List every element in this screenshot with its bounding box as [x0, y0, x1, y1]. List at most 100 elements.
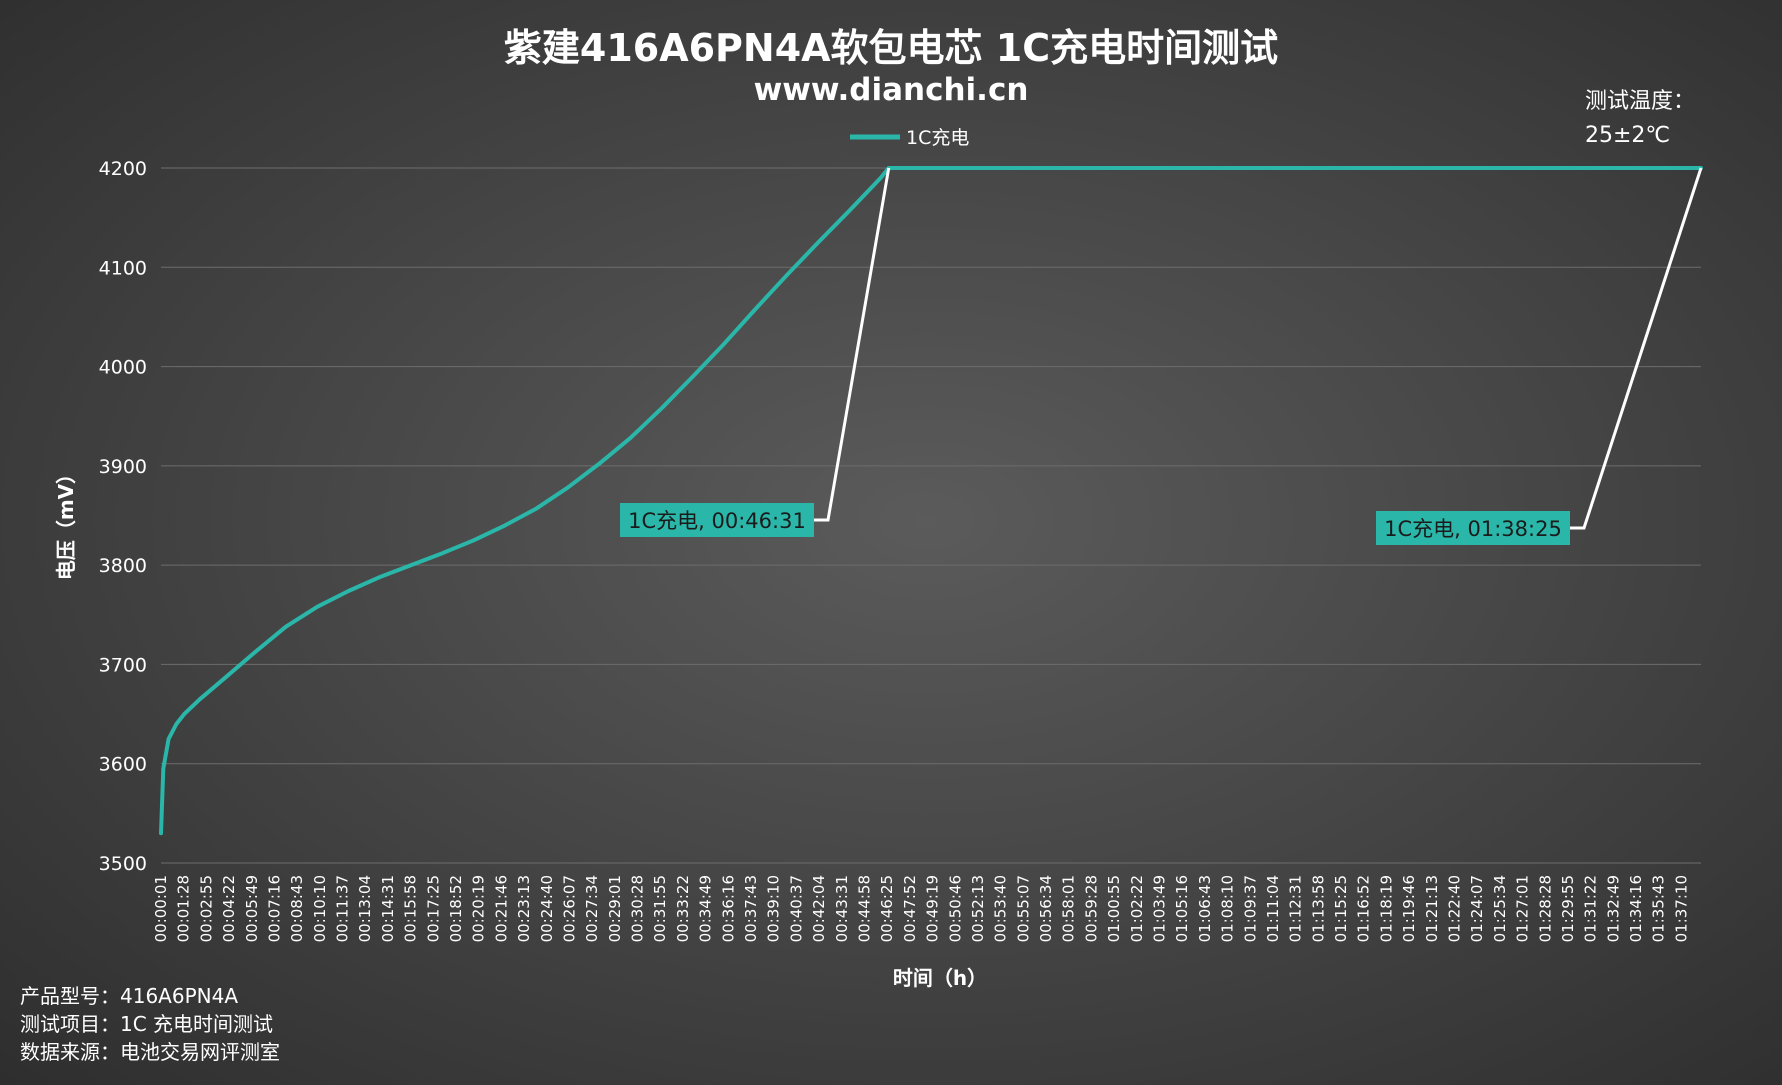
x-tick-label: 01:21:13 [1423, 875, 1441, 942]
callouts: 1C充电, 00:46:31 1C充电, 01:38:25 [620, 167, 1703, 545]
y-axis-title: 电压（mV） [54, 464, 78, 580]
x-tick-label: 01:24:07 [1468, 875, 1486, 942]
x-tick-label: 00:50:46 [946, 875, 964, 942]
x-tick-label: 00:17:25 [424, 875, 442, 942]
x-tick-label: 01:00:55 [1105, 875, 1123, 942]
x-tick-label: 00:21:46 [492, 875, 510, 942]
x-tick-label: 00:42:04 [810, 875, 828, 942]
callout-box [1376, 511, 1570, 545]
x-tick-label: 01:13:58 [1309, 875, 1327, 942]
x-tick-label: 01:16:52 [1355, 875, 1373, 942]
x-tick-label: 00:24:40 [538, 875, 556, 942]
x-tick-label: 00:43:31 [833, 875, 851, 942]
y-tick-label: 4100 [99, 257, 147, 279]
x-tick-label: 01:09:37 [1241, 875, 1259, 942]
product-model: 产品型号：416A6PN4A [20, 984, 239, 1008]
x-tick-label: 00:04:22 [220, 875, 238, 942]
x-tick-label: 00:13:04 [356, 875, 374, 942]
x-tick-label: 00:27:34 [583, 875, 601, 942]
y-axis-ticks: 3500 3600 3700 3800 3900 4000 4100 4200 [99, 158, 147, 875]
x-tick-label: 01:31:22 [1582, 875, 1600, 942]
x-tick-label: 00:31:55 [651, 875, 669, 942]
callout-leader [1570, 167, 1703, 530]
x-axis-ticks: 00:00:01 00:01:28 00:02:55 00:04:22 00:05:49… [152, 875, 1690, 942]
x-axis-title: 时间（h） [893, 966, 987, 990]
x-tick-label: 01:19:46 [1400, 875, 1418, 942]
x-tick-label: 00:23:13 [515, 875, 533, 942]
y-tick-label: 3900 [99, 456, 147, 478]
x-tick-label: 00:53:40 [992, 875, 1010, 942]
x-tick-label: 00:08:43 [288, 875, 306, 942]
x-tick-label: 00:29:01 [606, 875, 624, 942]
x-tick-label: 01:02:22 [1128, 875, 1146, 942]
temperature-label: 测试温度： [1585, 89, 1695, 114]
x-tick-label: 00:33:22 [674, 875, 692, 942]
x-tick-label: 00:07:16 [265, 875, 283, 942]
x-tick-label: 01:03:49 [1150, 875, 1168, 942]
x-tick-label: 01:28:28 [1536, 875, 1554, 942]
x-tick-label: 00:40:37 [787, 875, 805, 942]
series-line-1c-charge [159, 166, 1703, 836]
x-tick-label: 00:36:16 [719, 875, 737, 942]
x-tick-label: 00:49:19 [924, 875, 942, 942]
x-tick-label: 00:02:55 [197, 875, 215, 942]
x-tick-label: 00:58:01 [1060, 875, 1078, 942]
x-tick-label: 00:26:07 [560, 875, 578, 942]
x-tick-label: 01:32:49 [1604, 875, 1622, 942]
x-tick-label: 01:37:10 [1672, 875, 1690, 942]
callout-box [620, 503, 814, 537]
chart-title: 紫建416A6PN4A软包电芯 1C充电时间测试 [504, 26, 1278, 70]
x-tick-label: 00:10:10 [311, 875, 329, 942]
callout-leader [814, 167, 891, 522]
x-tick-label: 00:44:58 [855, 875, 873, 942]
x-tick-label: 00:47:52 [901, 875, 919, 942]
y-tick-label: 3600 [99, 754, 147, 776]
x-tick-label: 00:01:28 [175, 875, 193, 942]
x-tick-label: 01:27:01 [1514, 875, 1532, 942]
footer-info: 产品型号：416A6PN4A 测试项目：1C 充电时间测试 数据来源：电池交易网… [20, 982, 280, 1066]
y-tick-label: 3500 [99, 853, 147, 875]
x-tick-label: 00:18:52 [447, 875, 465, 942]
x-tick-label: 01:05:16 [1173, 875, 1191, 942]
x-tick-label: 00:14:31 [379, 875, 397, 942]
x-tick-label: 01:06:43 [1196, 875, 1214, 942]
x-tick-label: 00:00:01 [152, 875, 170, 942]
x-tick-label: 00:15:58 [402, 875, 420, 942]
x-tick-label: 00:55:07 [1014, 875, 1032, 942]
x-tick-label: 00:39:10 [765, 875, 783, 942]
legend-label: 1C充电 [906, 127, 969, 149]
legend: 1C充电 [850, 127, 969, 149]
x-tick-label: 00:52:13 [969, 875, 987, 942]
x-tick-label: 00:59:28 [1082, 875, 1100, 942]
data-source: 数据来源：电池交易网评测室 [20, 1040, 280, 1064]
x-tick-label: 00:56:34 [1037, 875, 1055, 942]
x-tick-label: 00:37:43 [742, 875, 760, 942]
temperature-value: 25±2℃ [1585, 123, 1670, 148]
x-tick-label: 01:11:04 [1264, 875, 1282, 942]
x-tick-label: 01:29:55 [1559, 875, 1577, 942]
y-tick-label: 3800 [99, 555, 147, 577]
x-tick-label: 01:15:25 [1332, 875, 1350, 942]
y-tick-label: 4000 [99, 357, 147, 379]
x-tick-label: 01:18:19 [1377, 875, 1395, 942]
x-tick-label: 01:12:31 [1287, 875, 1305, 942]
x-tick-label: 00:34:49 [697, 875, 715, 942]
callout-label: 1C充电, 01:38:25 [1384, 517, 1562, 541]
x-tick-label: 00:30:28 [629, 875, 647, 942]
test-item: 测试项目：1C 充电时间测试 [20, 1012, 274, 1036]
x-tick-label: 00:05:49 [243, 875, 261, 942]
x-tick-label: 01:08:10 [1219, 875, 1237, 942]
x-tick-label: 00:20:19 [470, 875, 488, 942]
x-tick-label: 00:11:37 [334, 875, 352, 942]
y-tick-label: 3700 [99, 654, 147, 676]
chart-subtitle: www.dianchi.cn [754, 72, 1029, 108]
x-tick-label: 01:34:16 [1627, 875, 1645, 942]
x-tick-label: 00:46:25 [878, 875, 896, 942]
x-tick-label: 01:25:34 [1491, 875, 1509, 942]
x-tick-label: 01:22:40 [1446, 875, 1464, 942]
y-tick-label: 4200 [99, 158, 147, 180]
series-layer [159, 166, 1703, 836]
x-tick-label: 01:35:43 [1650, 875, 1668, 942]
callout-label: 1C充电, 00:46:31 [628, 509, 806, 533]
